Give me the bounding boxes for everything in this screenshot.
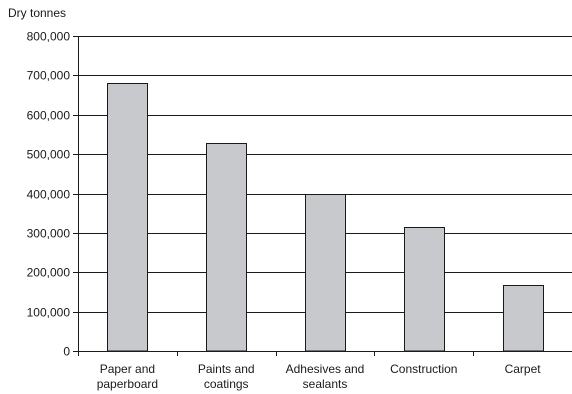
y-tick-label: 100,000	[27, 306, 71, 320]
y-axis-title: Dry tonnes	[8, 6, 66, 20]
bars	[107, 83, 544, 352]
bar	[206, 143, 247, 352]
x-tick-label: Adhesives and sealants	[286, 362, 365, 391]
y-tick-label: 300,000	[27, 227, 71, 241]
y-tick-label: 700,000	[27, 69, 71, 83]
x-tick-label: Carpet	[505, 362, 542, 376]
y-tick-labels: 0 100,000 200,000 300,000 400,000 500,000 600,…	[27, 30, 71, 359]
bar	[503, 285, 544, 352]
y-tick-label: 0	[63, 345, 70, 359]
y-tick-label: 800,000	[27, 30, 71, 44]
bar	[107, 83, 148, 352]
x-tick-labels: Paper and paperboard Paints and coatings Adh…	[97, 362, 542, 391]
y-tick-label: 400,000	[27, 188, 71, 202]
y-tick-label: 500,000	[27, 148, 71, 162]
x-tick-label: Paints and coatings	[198, 362, 255, 391]
x-tick-label: Paper and paperboard	[97, 362, 158, 391]
y-tick-label: 200,000	[27, 266, 71, 280]
y-tick-label: 600,000	[27, 109, 71, 123]
axes	[73, 36, 572, 356]
bar	[305, 194, 346, 352]
x-tick-label: Construction	[390, 362, 457, 376]
bar	[404, 227, 445, 352]
